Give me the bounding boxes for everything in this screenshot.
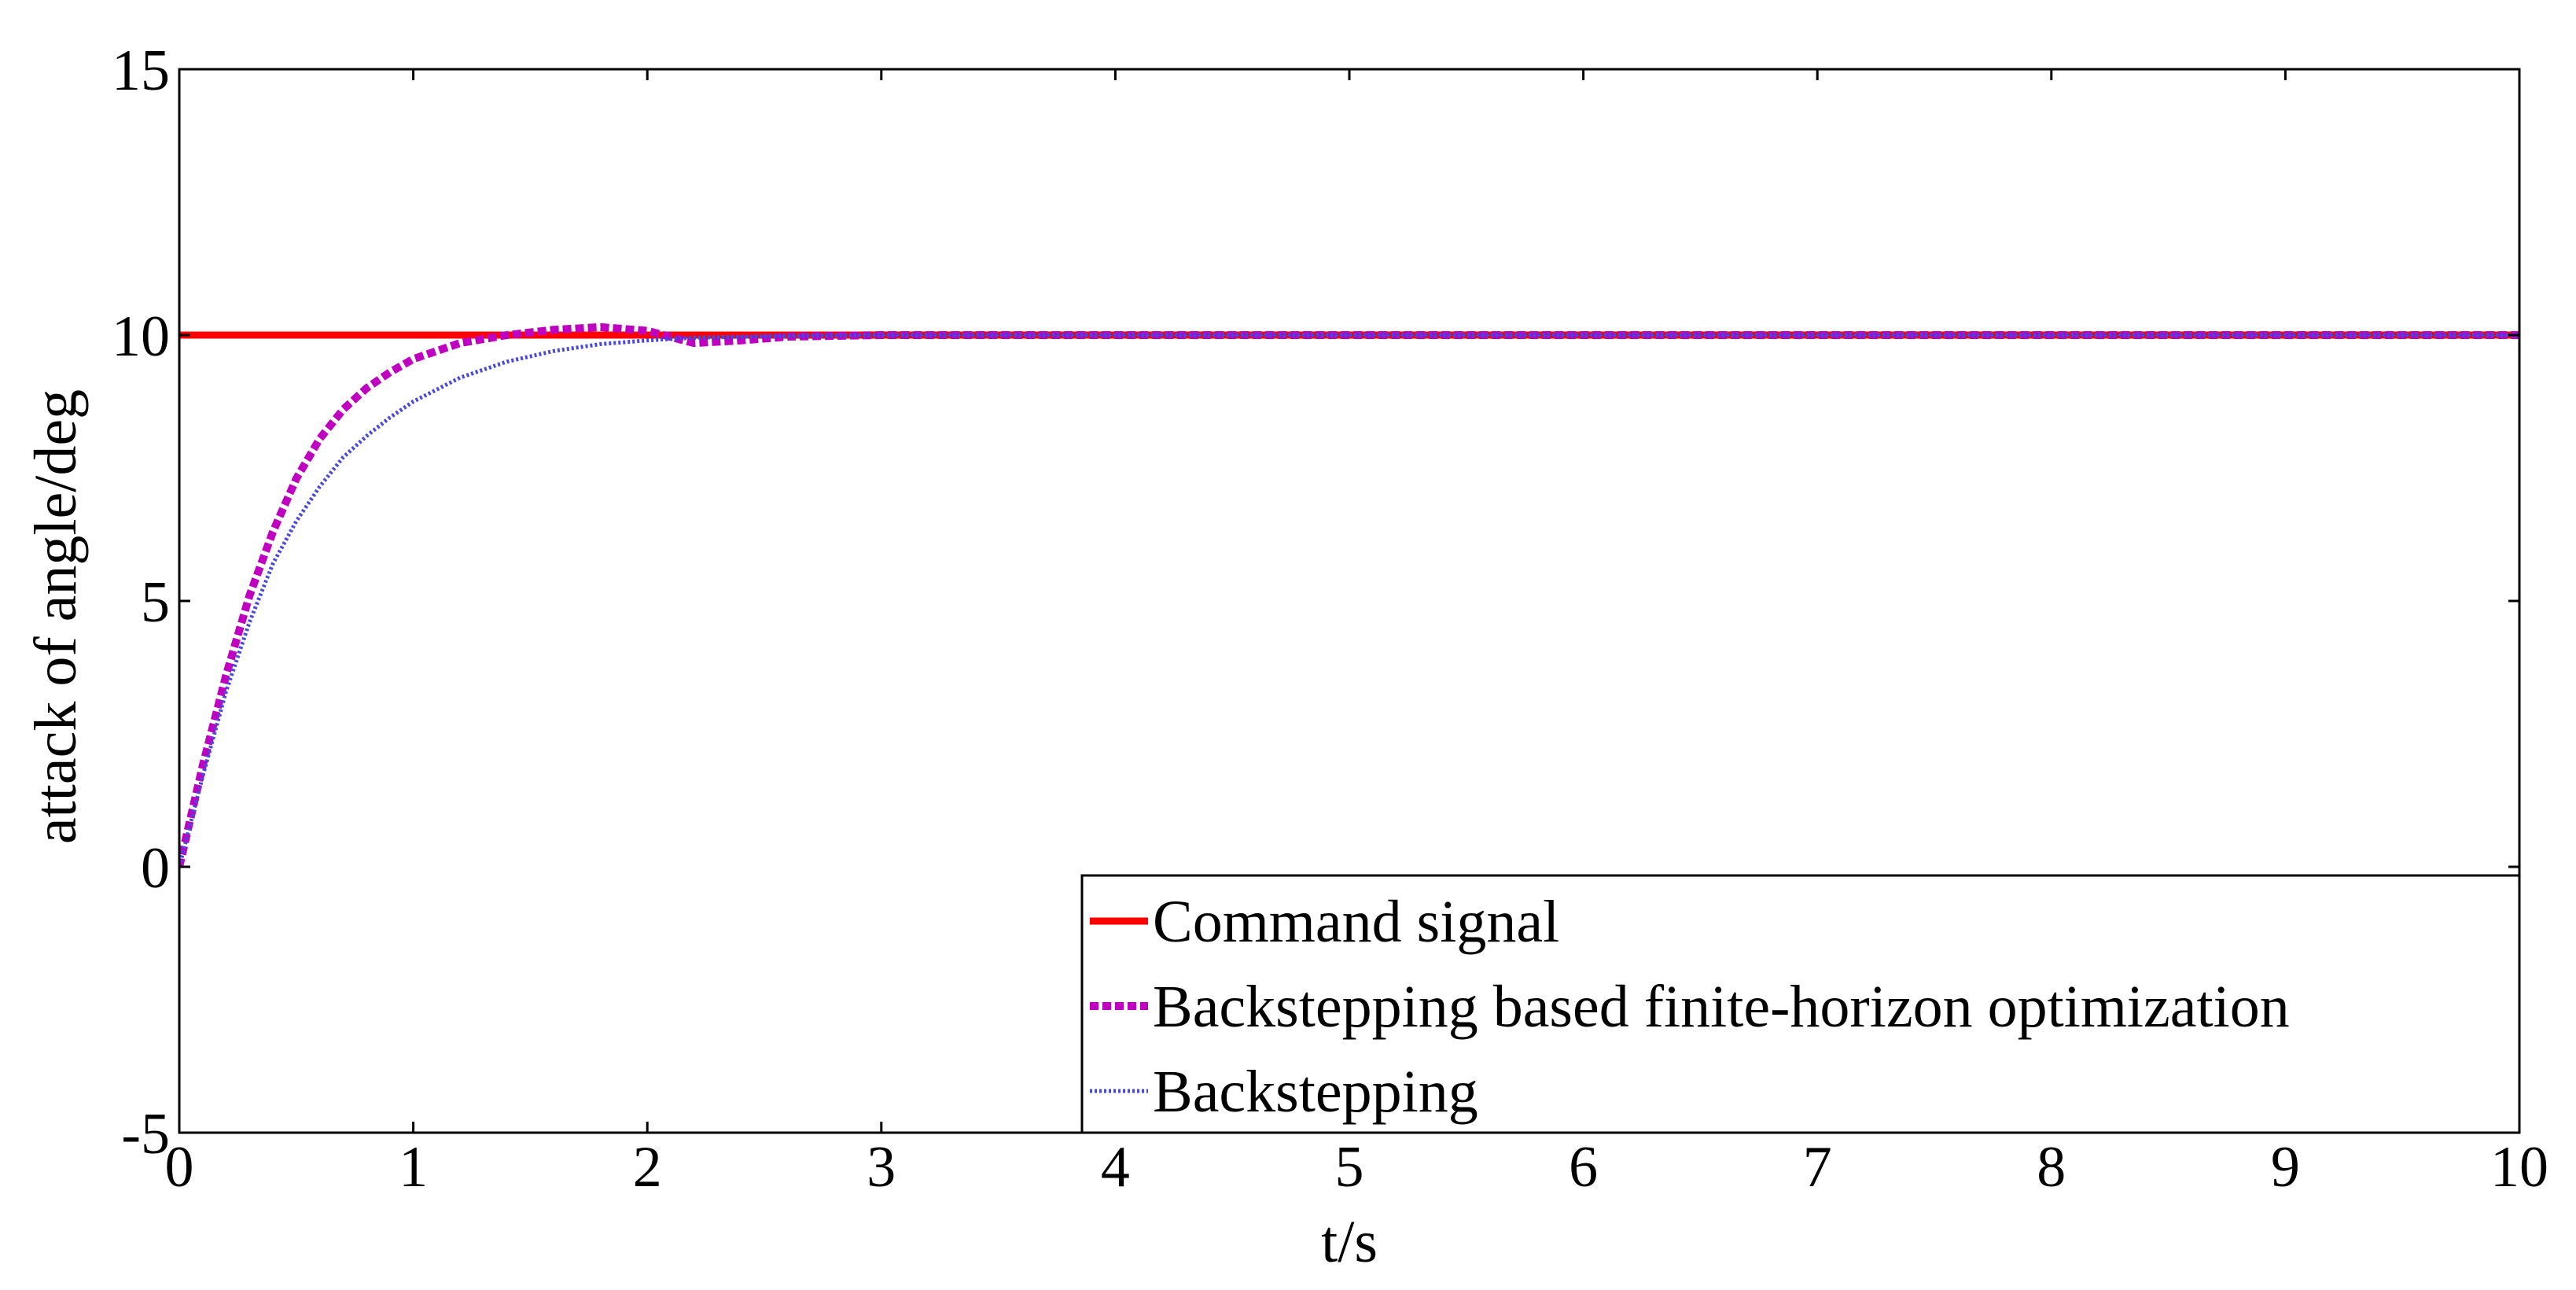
x-tick-label: 7 [1803,1135,1832,1200]
x-tick-label: 1 [399,1135,428,1200]
legend-label-3: Backstepping [1153,1059,1478,1125]
legend: Command signal Backstepping based finite-… [1080,874,2521,1134]
y-axis-label: attack of angle/deg [23,389,89,844]
series-line-2 [179,322,2519,868]
series-line-3 [179,333,2519,868]
y-tick-label: 10 [112,304,170,369]
y-tick-label: 5 [141,570,170,635]
x-tick-label: 8 [2037,1135,2066,1200]
series-group [179,322,2519,868]
x-tick-label: 0 [165,1135,194,1200]
x-tick-label: 10 [2490,1135,2548,1200]
y-tick-label: 0 [141,836,170,901]
x-axis-label: t/s [1321,1209,1378,1275]
legend-label-2: Backstepping based finite-horizon optimi… [1153,974,2290,1040]
y-tick-label: 15 [112,39,170,103]
legend-label-1: Command signal [1153,889,1559,955]
x-tick-label: 5 [1335,1135,1364,1200]
plot-area [179,322,2519,868]
y-tick-label: -5 [121,1102,170,1167]
x-tick-label: 6 [1569,1135,1598,1200]
x-tick-label: 4 [1101,1135,1130,1200]
legend-box [1080,874,2521,1134]
x-tick-label: 3 [867,1135,896,1200]
x-tick-label: 2 [633,1135,662,1200]
x-tick-label: 9 [2271,1135,2300,1200]
